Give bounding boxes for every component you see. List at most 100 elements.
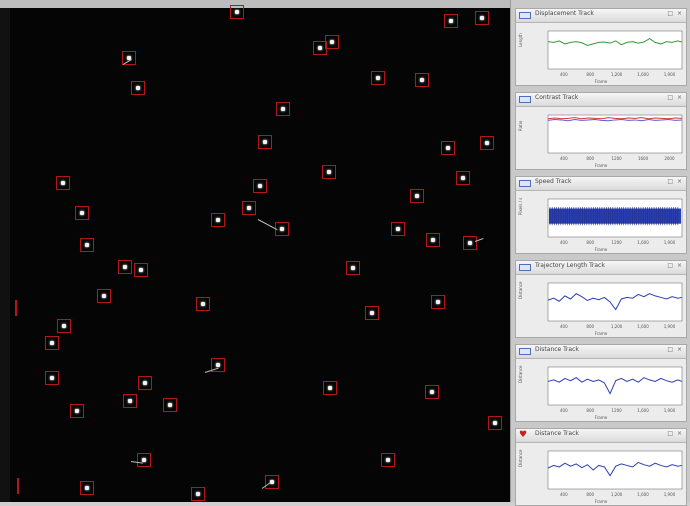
panel-plot [547, 450, 683, 490]
image-viewer[interactable] [0, 0, 510, 502]
tracked-spot[interactable] [444, 14, 458, 28]
tracked-spot[interactable] [258, 135, 272, 149]
x-tick-label: 1,900 [663, 324, 676, 329]
x-tick-label: 2000 [664, 156, 675, 161]
tracked-spot[interactable] [80, 481, 94, 495]
tracked-spot[interactable] [381, 453, 395, 467]
panel-header[interactable]: ♥ Distance Track □ × [516, 429, 686, 443]
tracked-spot[interactable] [70, 404, 84, 418]
series-line [547, 119, 683, 122]
panel-header[interactable]: Contrast Track □ × [516, 93, 686, 107]
tracked-spot[interactable] [441, 141, 455, 155]
tracked-spot[interactable] [211, 358, 225, 372]
tracked-spot[interactable] [75, 206, 89, 220]
tracked-spot[interactable] [415, 73, 429, 87]
track-panel[interactable]: Displacement Track □ × Length 400 800 1,200 1,… [515, 8, 687, 86]
tracked-spot[interactable] [431, 295, 445, 309]
tracked-spot[interactable] [265, 475, 279, 489]
tracked-spot[interactable] [322, 165, 336, 179]
panel-close-icon[interactable]: □ × [667, 346, 683, 353]
graph-icon [519, 96, 531, 103]
tracked-spot[interactable] [134, 263, 148, 277]
panel-header[interactable]: Speed Track □ × [516, 177, 686, 191]
panel-close-icon[interactable]: □ × [667, 430, 683, 437]
tracked-spot[interactable] [163, 398, 177, 412]
x-axis-label: Frame [594, 79, 608, 84]
track-panel[interactable]: Contrast Track □ × Ratio 400 800 1200 1600 2000… [515, 92, 687, 170]
tracked-spot[interactable] [211, 213, 225, 227]
tracked-spot[interactable] [456, 171, 470, 185]
tracked-spot[interactable] [488, 416, 502, 430]
tracked-spot[interactable] [191, 487, 205, 501]
tracked-spot[interactable] [196, 297, 210, 311]
tracked-spot[interactable] [230, 5, 244, 19]
tracked-spot[interactable] [426, 233, 440, 247]
x-tick-label: 1,600 [637, 408, 649, 413]
tracked-spot[interactable] [480, 136, 494, 150]
tracked-spot[interactable] [323, 381, 337, 395]
x-tick-label: 1600 [637, 156, 649, 161]
tracked-spot[interactable] [410, 189, 424, 203]
tracked-spot[interactable] [475, 11, 489, 25]
tracked-spot[interactable] [118, 260, 132, 274]
tracked-spot[interactable] [45, 336, 59, 350]
viewer-toolbar [0, 0, 510, 8]
y-axis-label: Ratio [518, 120, 523, 131]
panel-close-icon[interactable]: □ × [667, 178, 683, 185]
tracked-spot[interactable] [365, 306, 379, 320]
tracked-spot[interactable] [45, 371, 59, 385]
tracked-spot[interactable] [313, 41, 327, 55]
tracked-spot[interactable] [80, 238, 94, 252]
track-panel[interactable]: Distance Track □ × Distance 400 800 1200 1,600… [515, 344, 687, 422]
tracked-spot[interactable] [57, 319, 71, 333]
x-axis-ticks: 400 800 1,200 1,600 1,900 [548, 72, 680, 78]
x-tick-label: 400 [560, 492, 568, 497]
tracked-spot[interactable] [276, 102, 290, 116]
panel-close-icon[interactable]: □ × [667, 262, 683, 269]
plot-frame [547, 450, 683, 490]
tracked-spot[interactable] [123, 394, 137, 408]
track-panel[interactable]: Trajectory Length Track □ × Distance 400 800… [515, 260, 687, 338]
x-tick-label: 1,200 [610, 324, 623, 329]
panel-header[interactable]: Trajectory Length Track □ × [516, 261, 686, 275]
tracked-spot[interactable] [391, 222, 405, 236]
x-tick-label: 400 [560, 72, 568, 77]
x-axis-ticks: 400 800 1200 1600 2000 [548, 156, 680, 162]
tracked-spot[interactable] [131, 81, 145, 95]
tracked-spot[interactable] [56, 176, 70, 190]
panel-header[interactable]: Displacement Track □ × [516, 9, 686, 23]
plot-frame [547, 30, 683, 70]
series-line [547, 117, 683, 120]
x-tick-label: 800 [586, 72, 595, 77]
tracked-spot[interactable] [325, 35, 339, 49]
x-tick-label: 800 [586, 408, 595, 413]
tracked-spot[interactable] [242, 201, 256, 215]
panel-title: Contrast Track [535, 94, 579, 101]
x-axis-ticks: 400 800 1,200 1,600 1,900 [548, 324, 680, 330]
y-axis-label: Pixels / s [518, 197, 523, 215]
x-tick-label: 800 [586, 324, 595, 329]
tracked-spot[interactable] [138, 376, 152, 390]
x-tick-label: 1,600 [637, 492, 649, 497]
tracked-spot[interactable] [425, 385, 439, 399]
x-tick-label: 400 [560, 156, 568, 161]
x-tick-label: 1,900 [663, 492, 676, 497]
tracked-spot[interactable] [122, 51, 136, 65]
panel-header[interactable]: Distance Track □ × [516, 345, 686, 359]
tracked-spot[interactable] [346, 261, 360, 275]
tracked-spot[interactable] [253, 179, 267, 193]
track-panel[interactable]: Speed Track □ × Pixels / s 400 800 1200 1,600 1… [515, 176, 687, 254]
x-tick-label: 400 [560, 240, 568, 245]
series-line [547, 461, 683, 477]
tracked-spot[interactable] [371, 71, 385, 85]
panel-close-icon[interactable]: □ × [667, 10, 683, 17]
x-tick-label: 400 [560, 408, 568, 413]
panel-close-icon[interactable]: □ × [667, 94, 683, 101]
x-axis-label: Frame [594, 163, 608, 168]
panel-plot [547, 30, 683, 70]
tracked-spot[interactable] [137, 453, 151, 467]
tracked-spot[interactable] [463, 236, 477, 250]
tracked-spot[interactable] [97, 289, 111, 303]
track-panel[interactable]: ♥ Distance Track □ × Distance 400 800 1,200 1,6… [515, 428, 687, 506]
edge-marker [17, 478, 19, 494]
